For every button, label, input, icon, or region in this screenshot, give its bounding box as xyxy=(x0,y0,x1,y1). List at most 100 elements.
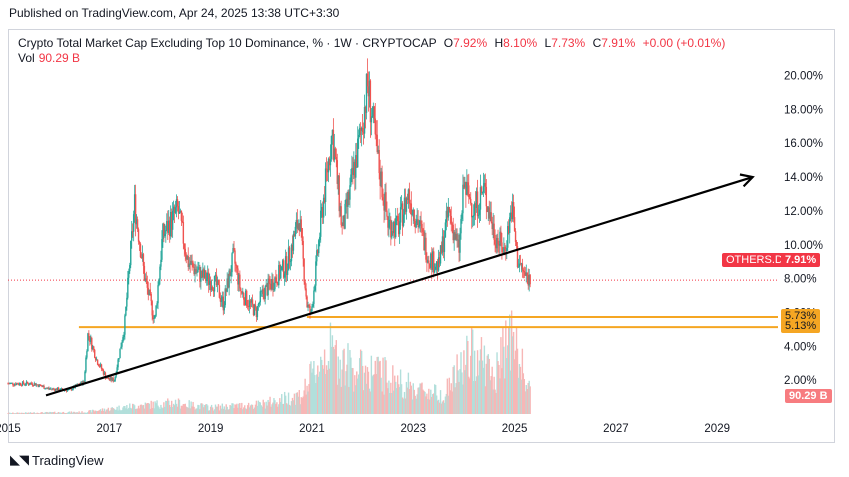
volume-bar xyxy=(524,391,526,414)
candle-body xyxy=(484,182,487,187)
candle-body xyxy=(245,290,247,305)
candle-body xyxy=(437,257,440,271)
volume-bar xyxy=(466,335,468,414)
candle-body xyxy=(125,306,127,316)
volume-bar xyxy=(246,405,249,414)
volume-bar xyxy=(336,384,338,414)
volume-bar xyxy=(155,403,157,414)
volume-bar xyxy=(457,370,459,414)
volume-bar xyxy=(471,327,473,414)
candle-body xyxy=(503,247,505,253)
candle-body xyxy=(298,223,300,232)
volume-bar xyxy=(69,412,72,414)
candle-body xyxy=(66,390,69,392)
candle-body xyxy=(242,292,244,294)
volume-bar xyxy=(368,388,371,414)
candle-body xyxy=(473,203,476,216)
volume-bar xyxy=(80,412,82,414)
volume-bar xyxy=(303,390,305,414)
candle-body xyxy=(121,342,123,347)
candle-body xyxy=(254,304,257,308)
volume-bar xyxy=(351,367,353,414)
volume-bar xyxy=(449,390,451,414)
legend-low-label: L xyxy=(544,36,552,50)
candle-body xyxy=(219,297,222,302)
candle-body xyxy=(414,221,416,228)
candle-body xyxy=(140,257,143,259)
volume-bar xyxy=(39,413,41,414)
volume-bar xyxy=(218,410,221,414)
volume-bar xyxy=(22,412,25,414)
candle-body xyxy=(474,203,477,208)
tradingview-brand[interactable]: ◣◥ TradingView xyxy=(10,452,104,468)
volume-bar xyxy=(83,412,85,414)
volume-bar xyxy=(355,385,357,414)
candle-body xyxy=(334,148,337,158)
candle-body xyxy=(155,305,157,316)
candle-body xyxy=(329,159,332,166)
candle-body xyxy=(135,219,138,225)
volume-bars xyxy=(7,310,531,414)
volume-bar xyxy=(113,408,115,414)
volume-bar xyxy=(220,408,223,414)
volume-bar xyxy=(444,396,447,414)
volume-bar xyxy=(43,413,45,414)
candle-body xyxy=(495,244,497,249)
legend-symbol[interactable]: Crypto Total Market Cap Excluding Top 10… xyxy=(18,36,437,50)
candle-body xyxy=(239,274,241,289)
volume-bar xyxy=(136,408,139,414)
legend-close-value: 7.91% xyxy=(601,36,636,50)
candle-body xyxy=(232,247,234,254)
candle-body xyxy=(506,247,508,251)
candle-body xyxy=(25,381,28,385)
volume-bar xyxy=(387,388,389,414)
x-tick-label: 2017 xyxy=(97,423,123,435)
volume-bar xyxy=(341,369,343,414)
volume-bar xyxy=(459,369,461,414)
volume-bar xyxy=(165,400,167,414)
candle-body xyxy=(396,215,399,221)
candle-body xyxy=(342,215,344,226)
volume-bar xyxy=(203,407,205,414)
volume-bar xyxy=(85,412,87,414)
candle-body xyxy=(333,148,336,160)
horizontal-levels xyxy=(78,316,778,329)
volume-bar xyxy=(56,413,58,414)
candle-body xyxy=(522,269,525,272)
volume-bar xyxy=(234,404,236,414)
volume-bar xyxy=(300,397,302,414)
candle-body xyxy=(464,181,466,188)
volume-bar xyxy=(275,403,277,414)
volume-label: Vol xyxy=(18,51,35,65)
volume-bar xyxy=(311,372,313,414)
candle-body xyxy=(147,287,149,296)
volume-bar xyxy=(493,376,495,414)
legend-high-label: H xyxy=(494,36,504,50)
candle-body xyxy=(300,219,302,228)
candle-body xyxy=(302,240,304,259)
candle-body xyxy=(31,383,34,386)
candle-body xyxy=(29,383,32,385)
candle-body xyxy=(486,206,489,212)
volume-bar xyxy=(293,393,296,414)
candle-body xyxy=(501,242,503,253)
candle-body xyxy=(517,266,520,268)
volume-bar xyxy=(320,359,323,414)
candle-body xyxy=(193,266,195,275)
candle-body xyxy=(265,284,267,287)
volume-bar xyxy=(321,365,324,414)
volume-bar xyxy=(467,341,469,414)
candle-body xyxy=(152,315,154,319)
candle-body xyxy=(362,132,365,134)
volume-bar xyxy=(109,410,111,414)
volume-bar xyxy=(63,412,66,414)
candle-body xyxy=(70,388,73,391)
volume-bar xyxy=(32,412,35,414)
candle-body xyxy=(366,73,369,87)
volume-bar xyxy=(230,405,232,414)
candle-body xyxy=(139,243,142,258)
volume-bar xyxy=(57,412,60,414)
volume-bar xyxy=(29,412,32,414)
volume-bar xyxy=(89,410,91,414)
